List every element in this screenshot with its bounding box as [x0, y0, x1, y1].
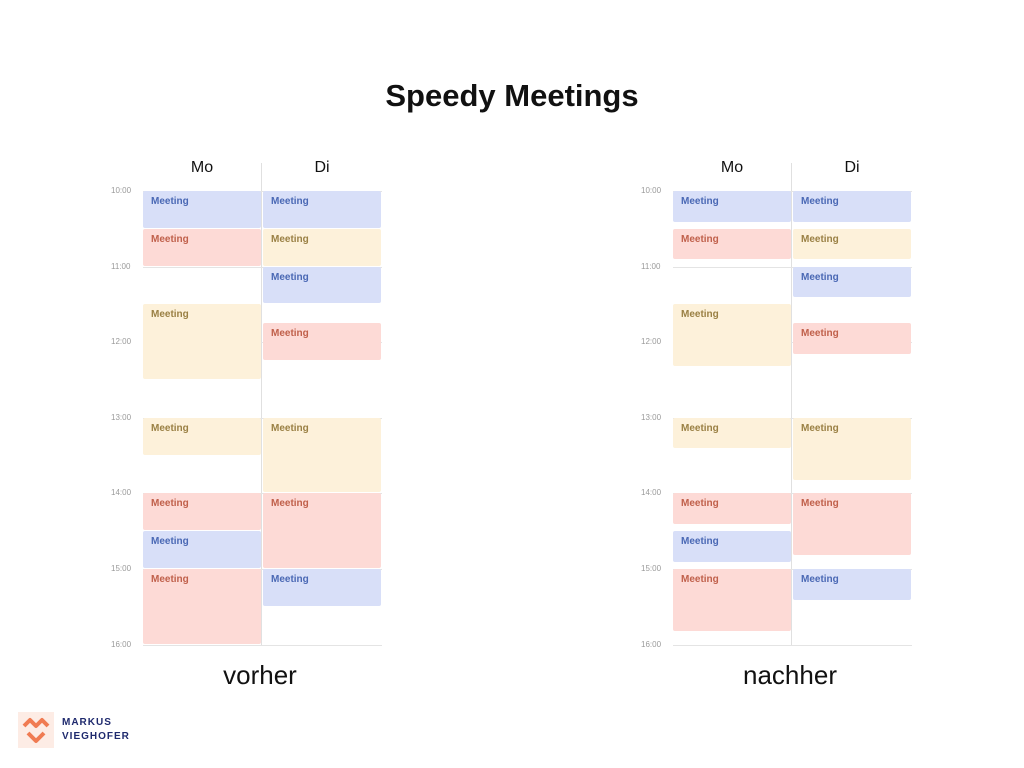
meeting-block[interactable]: Meeting [673, 304, 791, 367]
hour-gridline [143, 644, 382, 646]
hour-gridline [143, 266, 382, 268]
brand-logo: MARKUS VIEGHOFER [18, 712, 158, 748]
time-label: 15:00 [641, 564, 662, 573]
day-label-mo: Mo [190, 159, 214, 176]
meeting-block[interactable]: Meeting [263, 191, 381, 228]
time-label: 10:00 [641, 186, 662, 195]
hour-gridline [143, 191, 382, 192]
time-label: 16:00 [111, 639, 132, 649]
day-column-divider [791, 163, 792, 645]
meeting-block[interactable]: Meeting [263, 493, 381, 568]
hour-gridline [673, 191, 912, 192]
hour-gridline [673, 493, 912, 495]
time-label: 15:00 [111, 564, 132, 573]
meeting-block[interactable]: Meeting [143, 417, 261, 455]
time-label: 12:00 [641, 337, 662, 347]
meeting-block[interactable]: Meeting [673, 569, 791, 631]
time-label: 14:00 [641, 488, 662, 498]
brand-name-line1: MARKUS [62, 717, 112, 728]
calendar-caption: vorher [223, 660, 297, 690]
hour-gridline [673, 644, 912, 646]
time-label: 13:00 [641, 412, 662, 422]
logo-mark-icon [18, 712, 54, 748]
meeting-block[interactable]: Meeting [143, 493, 261, 531]
hour-gridline [143, 417, 382, 419]
hour-gridline [673, 569, 912, 570]
meeting-block[interactable]: Meeting [673, 417, 791, 449]
meeting-block[interactable]: Meeting [143, 228, 261, 266]
time-label: 13:00 [111, 412, 132, 422]
day-label-di: Di [844, 159, 860, 176]
hour-gridline [143, 342, 382, 344]
meeting-block[interactable]: Meeting [673, 228, 791, 260]
meeting-block[interactable]: Meeting [793, 323, 911, 354]
calendar-after: Mo Di 10:00 11:00 12:00 13:00 14:00 15:00 16:00 M… [630, 155, 1024, 690]
hour-gridline [143, 493, 382, 495]
meeting-block[interactable]: Meeting [263, 266, 381, 304]
time-label: 10:00 [111, 186, 132, 195]
meeting-block[interactable]: Meeting [793, 569, 911, 600]
day-label-di: Di [314, 159, 330, 176]
time-label: 12:00 [111, 337, 132, 347]
page-title: Speedy Meetings [385, 78, 639, 113]
time-label: 11:00 [641, 261, 661, 271]
time-label: 16:00 [641, 639, 662, 649]
meeting-block[interactable]: Meeting [793, 191, 911, 222]
hour-gridline [673, 266, 912, 268]
hour-gridline [673, 342, 912, 344]
meeting-block[interactable]: Meeting [793, 266, 911, 298]
meeting-block[interactable]: Meeting [793, 228, 911, 260]
meeting-block[interactable]: Meeting [263, 417, 381, 493]
time-label: 14:00 [111, 488, 132, 498]
meeting-block[interactable]: Meeting [263, 228, 381, 266]
time-label: 11:00 [111, 261, 131, 271]
calendar-caption: nachher [743, 660, 837, 690]
meeting-block[interactable]: Meeting [143, 191, 261, 228]
meeting-block[interactable]: Meeting [673, 493, 791, 524]
meeting-block[interactable]: Meeting [143, 531, 261, 568]
hour-gridline [673, 417, 912, 419]
meeting-block[interactable]: Meeting [673, 531, 791, 562]
day-label-mo: Mo [720, 159, 744, 176]
meeting-block[interactable]: Meeting [143, 569, 261, 644]
meeting-block[interactable]: Meeting [143, 304, 261, 379]
meeting-block[interactable]: Meeting [793, 493, 911, 556]
brand-name-line2: VIEGHOFER [62, 731, 130, 742]
meeting-block[interactable]: Meeting [793, 417, 911, 480]
meeting-block[interactable]: Meeting [673, 191, 791, 222]
meeting-block[interactable]: Meeting [263, 569, 381, 606]
meeting-block[interactable]: Meeting [263, 323, 381, 361]
day-column-divider [261, 163, 262, 645]
calendar-before: Mo Di 10:00 11:00 12:00 13:00 14:00 15:00 16:00 M… [100, 155, 500, 690]
hour-gridline [143, 569, 382, 570]
